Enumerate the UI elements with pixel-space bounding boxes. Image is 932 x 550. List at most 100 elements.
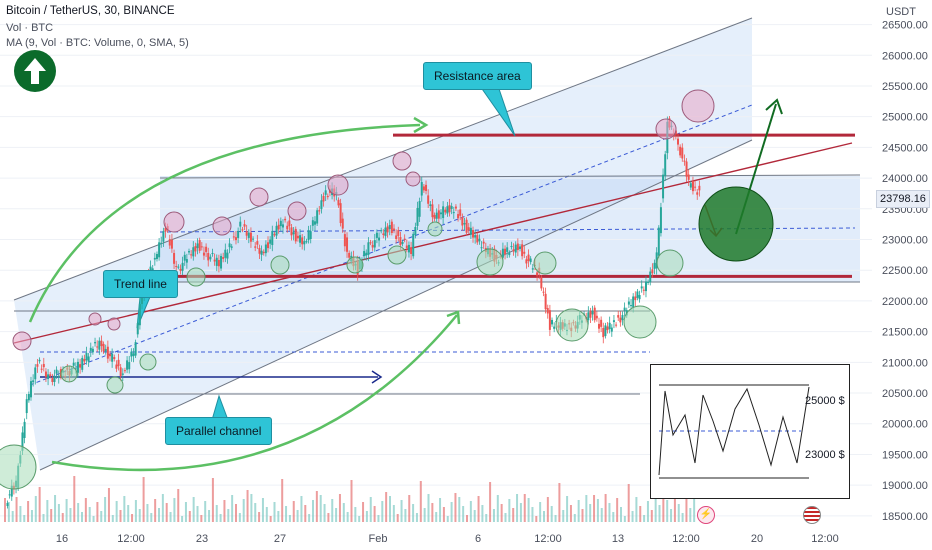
candle-body	[175, 266, 178, 268]
inset-low-label: 23000 $	[805, 449, 845, 461]
volume-bar	[408, 495, 411, 522]
volume-bar	[285, 506, 288, 522]
candle-body	[525, 259, 528, 264]
volume-bar	[554, 515, 557, 522]
candle-body	[226, 252, 229, 259]
volume-indicator-label[interactable]: Vol · BTC	[6, 22, 54, 34]
candle-body	[634, 296, 637, 301]
candle-body	[256, 241, 259, 245]
y-axis-tick-label: 24000.00	[882, 173, 928, 185]
candle-body	[467, 227, 470, 231]
volume-bar	[73, 476, 76, 522]
candle-body	[506, 247, 509, 252]
candle-body	[132, 353, 135, 357]
candle-body	[378, 237, 381, 241]
candle-body	[638, 295, 641, 300]
volume-bar	[269, 516, 272, 522]
volume-bar	[485, 514, 488, 522]
candle-body	[200, 246, 203, 248]
volume-bar	[535, 516, 538, 522]
volume-bar	[519, 503, 522, 522]
candle-body	[694, 186, 697, 188]
candle-body	[44, 371, 47, 377]
inset-zigzag	[658, 384, 810, 479]
candle-body	[542, 291, 545, 293]
volume-bar	[577, 500, 580, 522]
trend-line-callout: Trend line	[103, 270, 178, 298]
candle-body	[296, 235, 299, 239]
volume-bar	[81, 512, 83, 522]
volume-bar	[654, 496, 657, 522]
volume-bar	[338, 494, 341, 522]
candle-body	[42, 364, 45, 368]
volume-bar	[312, 500, 314, 522]
candle-body	[380, 230, 383, 232]
candle-body	[591, 310, 594, 315]
candle-body	[98, 340, 101, 350]
candle-body	[217, 260, 220, 267]
volume-bar	[254, 503, 257, 522]
volume-bar	[593, 495, 596, 522]
volume-bar	[492, 509, 495, 522]
ma-indicator-label[interactable]: MA (9, Vol · BTC: Volume, 0, SMA, 5)	[6, 37, 189, 49]
candle-body	[38, 359, 41, 362]
candle-body	[369, 242, 372, 244]
y-axis-tick-label: 20000.00	[882, 419, 928, 431]
candle-body	[431, 204, 434, 218]
candle-body	[179, 268, 182, 271]
candle-body	[322, 195, 325, 202]
us-flag-event-icon[interactable]	[803, 506, 821, 524]
volume-bar	[84, 498, 87, 522]
y-axis-tick-label: 21500.00	[882, 327, 928, 339]
candle-body	[188, 251, 191, 253]
top-highlight-circle	[249, 187, 269, 207]
volume-bar	[100, 511, 103, 522]
lightning-event-icon[interactable]: ⚡	[697, 506, 715, 524]
candle-body	[55, 369, 58, 374]
volume-bar	[608, 503, 611, 522]
candle-body	[158, 242, 161, 258]
axes: 18500.00 19000.00 19500.00 20000.00 20500.00…	[56, 6, 928, 545]
channel-mid-line	[29, 104, 753, 386]
candle-body	[433, 214, 436, 219]
candle-body	[437, 210, 440, 219]
volume-bar	[346, 512, 349, 522]
volume-bar	[627, 484, 630, 522]
candle-body	[448, 205, 451, 213]
x-axis-tick-label: 12:00	[534, 533, 562, 545]
candle-body	[593, 307, 596, 321]
volume-bar	[354, 507, 357, 522]
x-axis-tick-label: 20	[751, 533, 763, 545]
candle-body	[373, 240, 376, 248]
volume-bar	[223, 500, 226, 522]
candle-body	[412, 233, 415, 257]
horizontal-arrow-head	[371, 370, 383, 384]
bottom-highlight-circle	[555, 308, 589, 342]
volume-bar	[88, 507, 91, 522]
x-axis-tick-label: Feb	[369, 533, 388, 545]
candle-body	[343, 234, 346, 247]
candle-body	[444, 209, 447, 213]
volume-bar	[315, 491, 318, 522]
volume-bar	[523, 494, 526, 522]
volume-bar	[308, 514, 311, 522]
candle-body	[459, 209, 462, 216]
candle-body	[23, 421, 26, 438]
candle-body	[501, 248, 504, 258]
candle-body	[480, 247, 483, 249]
x-axis-tick-label: 23	[196, 533, 208, 545]
candle-body	[482, 241, 485, 244]
top-highlight-circle	[392, 151, 412, 171]
candle-body	[420, 182, 423, 196]
candle-body	[190, 254, 193, 256]
candle-body	[79, 364, 82, 368]
volume-bar	[169, 512, 172, 522]
candle-body	[401, 241, 404, 244]
candle-body	[57, 375, 60, 378]
volume-bar	[246, 490, 249, 522]
volume-bar	[508, 499, 511, 522]
top-highlight-circle	[681, 89, 715, 123]
candle-body	[476, 235, 479, 243]
candle-body	[183, 254, 186, 261]
